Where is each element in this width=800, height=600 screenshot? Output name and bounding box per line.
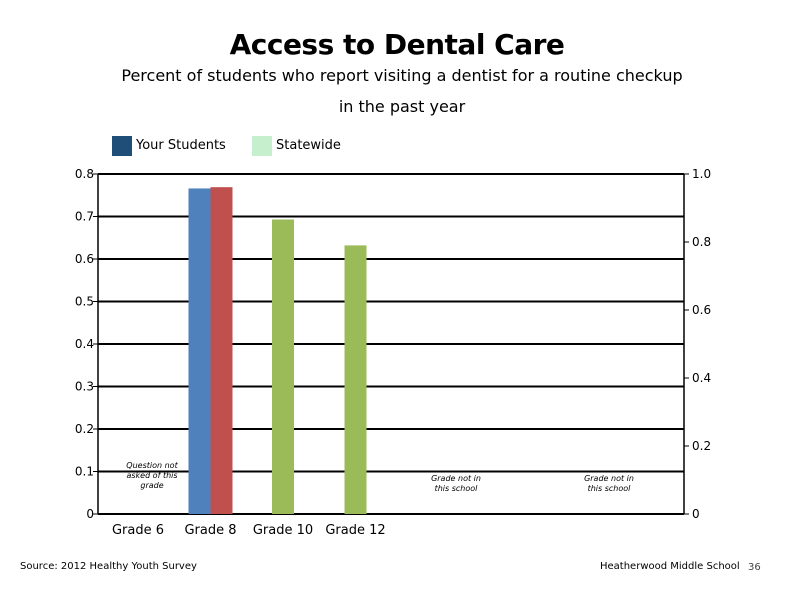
y2-tick-label: 1.0 bbox=[692, 167, 711, 181]
x-tick-label: Grade 12 bbox=[325, 523, 385, 538]
chart-subtitle-line-1: Percent of students who report visiting … bbox=[121, 66, 683, 85]
y-tick-label: 0 bbox=[86, 507, 94, 521]
y-tick-label: 0.6 bbox=[75, 252, 94, 266]
x-tick-label: Grade 10 bbox=[253, 523, 313, 538]
page-number: 36 bbox=[748, 562, 761, 573]
annotation: asked of this bbox=[126, 471, 177, 480]
y2-tick-label: 0.6 bbox=[692, 303, 711, 317]
y2-tick-label: 0.8 bbox=[692, 235, 711, 249]
y-tick-label: 0.4 bbox=[75, 337, 94, 351]
y-tick-label: 0.7 bbox=[75, 210, 94, 224]
y-tick-label: 0.1 bbox=[75, 465, 94, 479]
bar bbox=[210, 187, 233, 515]
bar bbox=[188, 188, 211, 514]
x-tick-label: Grade 8 bbox=[184, 523, 236, 538]
chart-title: Access to Dental Care bbox=[229, 28, 565, 61]
annotation: Question not bbox=[126, 461, 178, 470]
bar bbox=[272, 219, 294, 514]
y2-tick-label: 0 bbox=[692, 507, 700, 521]
y-tick-label: 0.3 bbox=[75, 380, 94, 394]
annotation: Grade not in bbox=[431, 474, 481, 483]
annotation: Grade not in bbox=[584, 474, 634, 483]
legend-swatch-your-students bbox=[112, 136, 132, 156]
y-tick-label: 0.5 bbox=[75, 295, 94, 309]
y-tick-label: 0.2 bbox=[75, 422, 94, 436]
annotation: this school bbox=[435, 484, 479, 493]
school-name: Heatherwood Middle School bbox=[600, 561, 740, 572]
legend-swatch-statewide bbox=[252, 136, 272, 156]
annotation: this school bbox=[588, 484, 632, 493]
annotation: grade bbox=[140, 481, 163, 490]
source-note: Source: 2012 Healthy Youth Survey bbox=[20, 561, 197, 572]
legend-label-your-students: Your Students bbox=[136, 138, 226, 153]
y-tick-label: 0.8 bbox=[75, 167, 94, 181]
chart-subtitle-line-2: in the past year bbox=[338, 97, 466, 116]
legend-label-statewide: Statewide bbox=[276, 138, 341, 153]
x-tick-label: Grade 6 bbox=[112, 523, 164, 538]
y2-tick-label: 0.2 bbox=[692, 439, 711, 453]
y2-tick-label: 0.4 bbox=[692, 371, 711, 385]
bar bbox=[344, 245, 367, 514]
